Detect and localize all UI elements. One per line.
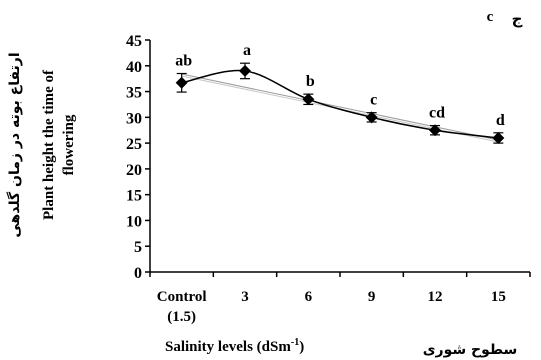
x-tick-label: (1.5) <box>167 309 196 325</box>
significance-letter: c <box>370 92 377 109</box>
data-point-marker <box>239 64 251 77</box>
x-axis-label-main: Salinity levels (dSm <box>165 339 291 355</box>
data-point-marker <box>429 124 441 137</box>
significance-letter: a <box>243 42 251 59</box>
y-tick-label: 35 <box>126 85 142 102</box>
x-tick-label: 12 <box>428 289 443 305</box>
y-tick-label: 15 <box>126 188 142 205</box>
data-point-marker <box>492 131 505 144</box>
x-ticks <box>149 272 531 277</box>
x-tick-label: 15 <box>491 289 506 305</box>
x-tick-labels: Control (1.5) 3 6 9 12 15 <box>157 289 506 325</box>
trendline <box>181 73 499 141</box>
y-tick-label: 30 <box>126 110 142 127</box>
x-tick-label: Control <box>157 289 207 305</box>
data-point-marker <box>302 93 315 106</box>
x-tick-label: 3 <box>241 289 249 305</box>
significance-letter: ab <box>175 53 192 70</box>
x-axis-label-fa: سطوح شوری <box>423 342 518 358</box>
significance-letter: cd <box>429 105 445 122</box>
series-line <box>181 69 499 139</box>
x-tick-label: 6 <box>305 289 313 305</box>
significance-letter: b <box>306 73 315 90</box>
data-point-marker <box>365 111 378 124</box>
significance-letter: d <box>496 112 505 129</box>
y-tick-label: 40 <box>126 59 142 76</box>
y-tick-label: 10 <box>126 213 142 230</box>
x-tick-label: 9 <box>368 289 376 305</box>
y-axis-label-en-line2: flowering <box>61 114 77 175</box>
y-axis-label-fa: ارتفاع بوته در زمان گلدهی <box>6 52 23 237</box>
x-axis-label-en: Salinity levels (dSm-1) <box>165 337 304 355</box>
panel-label: c <box>487 9 494 25</box>
x-axis-label-sup: -1 <box>291 337 299 348</box>
y-ticks: 0 5 10 15 20 25 30 35 40 45 <box>126 33 150 282</box>
x-axis-label-end: ) <box>299 339 304 355</box>
panel-label-fa: ج <box>512 10 523 28</box>
y-tick-label: 0 <box>134 265 142 282</box>
y-tick-label: 45 <box>126 33 142 50</box>
data-markers <box>175 64 505 144</box>
y-tick-label: 5 <box>134 239 142 256</box>
data-point-marker <box>175 76 188 89</box>
y-tick-label: 20 <box>126 162 142 179</box>
y-tick-label: 25 <box>126 136 142 153</box>
y-axis-label-en-line1: Plant height the time of <box>41 69 57 220</box>
